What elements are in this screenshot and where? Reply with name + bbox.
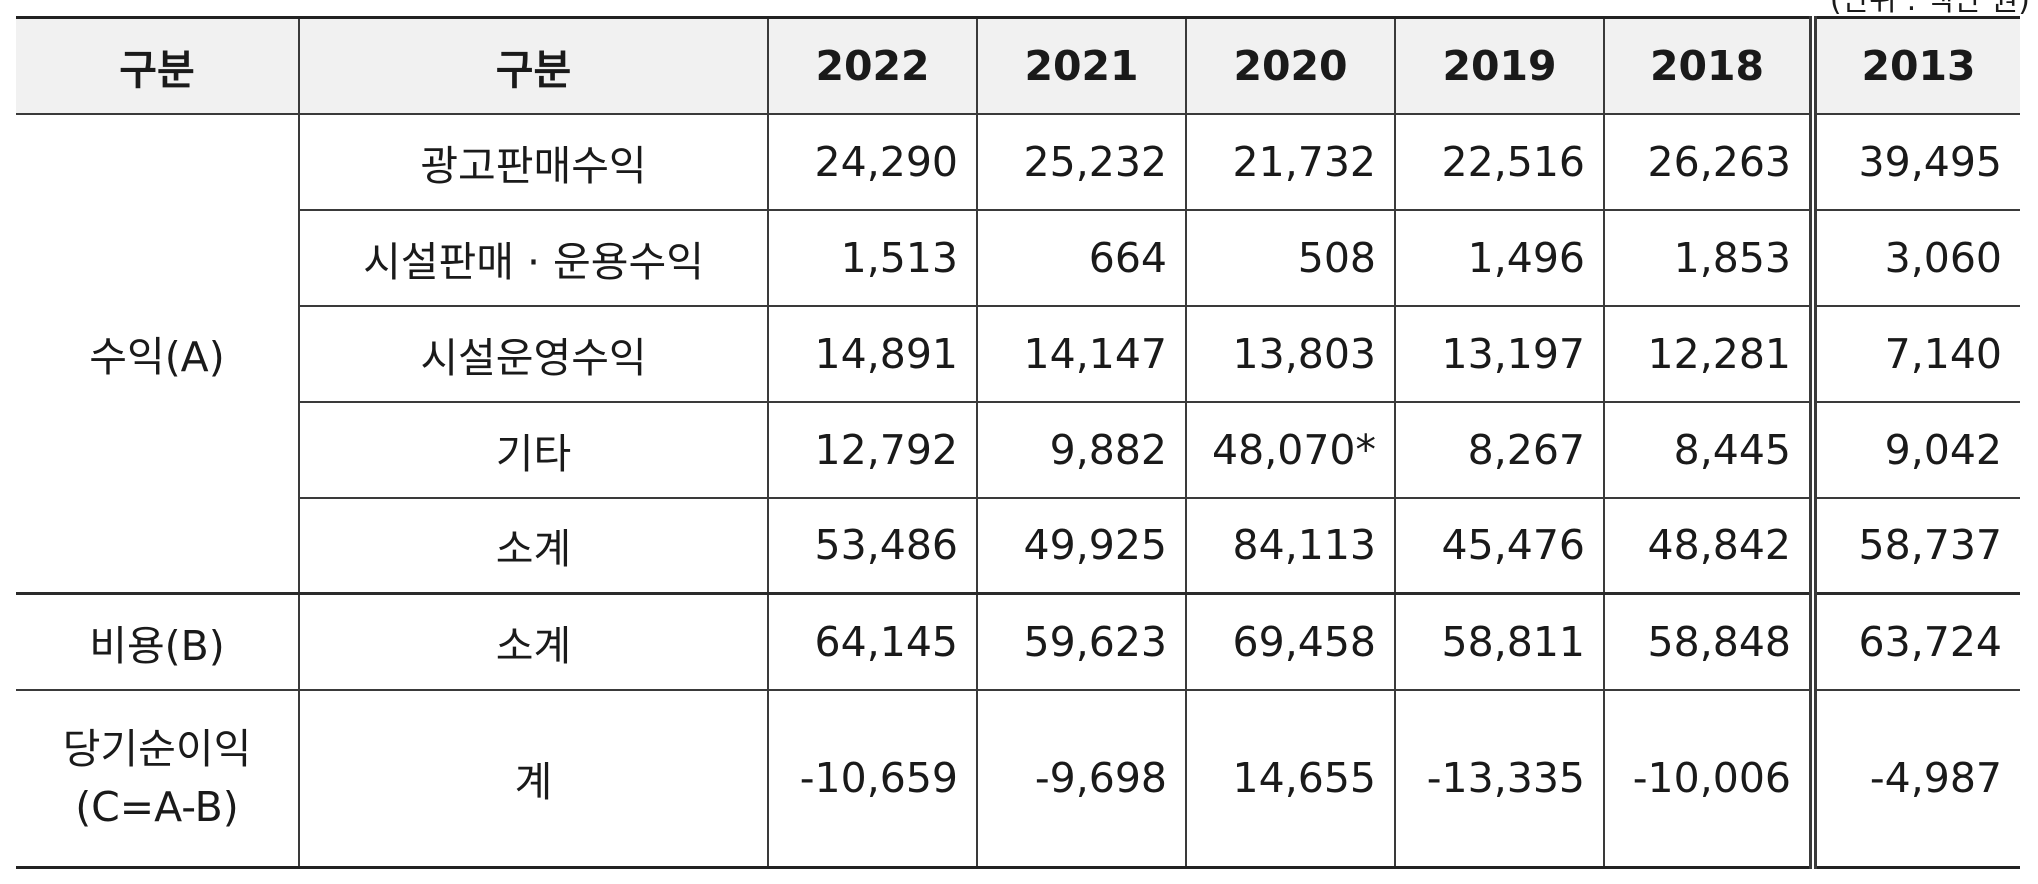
row-label: 시설판매 · 운용수익 [299, 208, 769, 307]
header-year-2022: 2022 [767, 16, 978, 115]
cell-value: 58,811 [1394, 592, 1605, 691]
net-income-formula: (C=A-B) [75, 783, 239, 832]
cell-value: 14,891 [767, 304, 978, 403]
cell-value: 8,445 [1603, 400, 1814, 499]
cell-value: -10,006 [1603, 688, 1814, 869]
cell-value: 14,655 [1185, 688, 1396, 869]
header-year-2013: 2013 [1809, 16, 2020, 115]
cell-value: 9,042 [1809, 400, 2020, 499]
cell-value: 59,623 [976, 592, 1187, 691]
group-label-net-income: 당기순이익 (C=A-B) [16, 688, 300, 869]
table-row: 시설판매 · 운용수익 1,513 664 508 1,496 1,853 3,… [16, 208, 2020, 307]
table-row: 시설운영수익 14,891 14,147 13,803 13,197 12,28… [16, 304, 2020, 403]
cell-value: 58,737 [1809, 496, 2020, 595]
cell-value: 39,495 [1809, 112, 2020, 211]
cell-value: 664 [976, 208, 1187, 307]
cell-value: 508 [1185, 208, 1396, 307]
cell-value: 48,842 [1603, 496, 1814, 595]
header-row: 구분 구분 2022 2021 2020 2019 2018 2013 [16, 16, 2020, 115]
cell-value: 25,232 [976, 112, 1187, 211]
cell-value: 12,792 [767, 400, 978, 499]
cell-value: 53,486 [767, 496, 978, 595]
cell-value: 3,060 [1809, 208, 2020, 307]
cell-value: 22,516 [1394, 112, 1605, 211]
header-year-2018: 2018 [1603, 16, 1814, 115]
cell-value: -9,698 [976, 688, 1187, 869]
cell-value: 84,113 [1185, 496, 1396, 595]
unit-note: (단위 : 백만 원) [1829, 0, 2030, 18]
cell-value: 13,803 [1185, 304, 1396, 403]
header-year-2019: 2019 [1394, 16, 1605, 115]
header-year-2020: 2020 [1185, 16, 1396, 115]
cell-value: 58,848 [1603, 592, 1814, 691]
cell-value: 9,882 [976, 400, 1187, 499]
cell-value: 8,267 [1394, 400, 1605, 499]
cell-value: 49,925 [976, 496, 1187, 595]
cell-value: 64,145 [767, 592, 978, 691]
cell-value: 7,140 [1809, 304, 2020, 403]
table-row: 기타 12,792 9,882 48,070* 8,267 8,445 9,04… [16, 400, 2020, 499]
cell-value: 26,263 [1603, 112, 1814, 211]
cell-value: 14,147 [976, 304, 1187, 403]
cell-value: 48,070* [1185, 400, 1396, 499]
row-label-total: 계 [298, 688, 769, 869]
cell-value: 24,290 [767, 112, 978, 211]
net-income-label: 당기순이익 (C=A-B) [63, 720, 252, 836]
table-row: 비용(B) 소계 64,145 59,623 69,458 58,811 58,… [16, 592, 2020, 691]
cell-value: 21,732 [1185, 112, 1396, 211]
cell-value: -13,335 [1394, 688, 1605, 869]
cell-value: -10,659 [767, 688, 978, 869]
cell-value: -4,987 [1809, 688, 2020, 869]
group-label-cost: 비용(B) [16, 592, 300, 691]
cell-value: 1,513 [767, 208, 978, 307]
cell-value: 1,853 [1603, 208, 1814, 307]
header-subcategory: 구분 [298, 16, 769, 115]
table-row: 당기순이익 (C=A-B) 계 -10,659 -9,698 14,655 -1… [16, 688, 2020, 869]
cell-value: 13,197 [1394, 304, 1605, 403]
row-label: 기타 [299, 400, 769, 499]
table-row: 수익(A) 광고판매수익 24,290 25,232 21,732 22,516… [16, 112, 2020, 595]
row-label-subtotal: 소계 [299, 496, 769, 595]
row-label: 광고판매수익 [298, 112, 769, 211]
cell-value: 69,458 [1185, 592, 1396, 691]
net-income-title: 당기순이익 [62, 725, 252, 774]
row-label: 시설운영수익 [299, 304, 769, 403]
cell-value: 12,281 [1603, 304, 1814, 403]
cell-value: 1,496 [1394, 208, 1605, 307]
cell-value: 45,476 [1394, 496, 1605, 595]
cell-value: 63,724 [1809, 592, 2020, 691]
row-label-subtotal: 소계 [298, 592, 769, 691]
header-category: 구분 [16, 16, 300, 115]
header-year-2021: 2021 [976, 16, 1187, 115]
financial-table: 구분 구분 2022 2021 2020 2019 2018 2013 수익(A… [16, 16, 2020, 869]
group-label-revenue: 수익(A) [16, 112, 300, 595]
table-row: 소계 53,486 49,925 84,113 45,476 48,842 58… [16, 496, 2020, 595]
